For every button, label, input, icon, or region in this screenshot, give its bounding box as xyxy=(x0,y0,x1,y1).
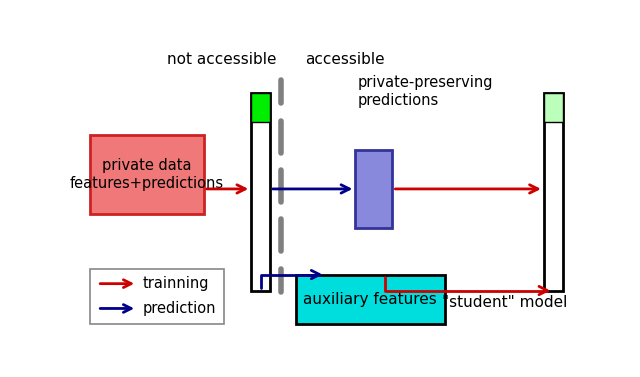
Text: auxiliary features: auxiliary features xyxy=(303,292,437,307)
Bar xyxy=(251,93,270,122)
Bar xyxy=(90,269,224,324)
Bar xyxy=(544,93,563,291)
Bar xyxy=(544,93,563,122)
Text: "student" model: "student" model xyxy=(442,295,568,310)
Text: private-preserving
predictions: private-preserving predictions xyxy=(358,75,493,108)
Bar xyxy=(251,93,270,291)
Text: accessible: accessible xyxy=(305,52,385,67)
Text: not accessible: not accessible xyxy=(166,52,276,67)
Text: prediction: prediction xyxy=(143,301,216,316)
Text: "teacher" model: "teacher" model xyxy=(91,295,216,310)
Bar xyxy=(355,150,392,228)
Text: trainning: trainning xyxy=(143,276,209,291)
Bar xyxy=(296,274,445,324)
Bar xyxy=(90,135,204,214)
Text: private data
features+predictions: private data features+predictions xyxy=(70,158,224,191)
